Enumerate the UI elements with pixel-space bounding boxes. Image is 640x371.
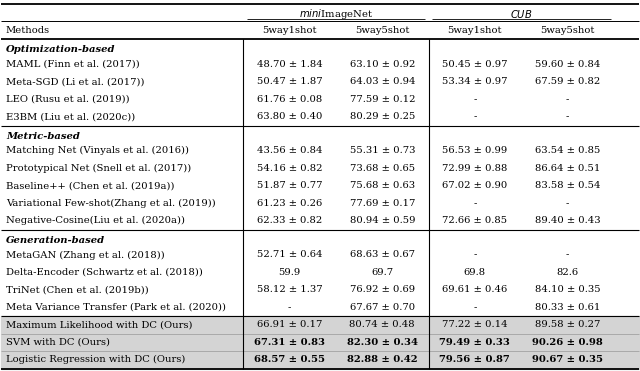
Text: 62.33 ± 0.82: 62.33 ± 0.82 <box>257 216 323 225</box>
Text: 82.30 ± 0.34: 82.30 ± 0.34 <box>347 338 418 347</box>
Text: 89.40 ± 0.43: 89.40 ± 0.43 <box>534 216 600 225</box>
Text: Generation-based: Generation-based <box>6 236 105 245</box>
Text: 77.22 ± 0.14: 77.22 ± 0.14 <box>442 321 508 329</box>
Text: 54.16 ± 0.82: 54.16 ± 0.82 <box>257 164 323 173</box>
Text: -: - <box>473 303 477 312</box>
Text: 5way1shot: 5way1shot <box>447 26 502 35</box>
Text: SVM with DC (Ours): SVM with DC (Ours) <box>6 338 110 347</box>
Text: 48.70 ± 1.84: 48.70 ± 1.84 <box>257 60 323 69</box>
Text: 53.34 ± 0.97: 53.34 ± 0.97 <box>442 77 508 86</box>
Text: 68.57 ± 0.55: 68.57 ± 0.55 <box>254 355 325 364</box>
Text: -: - <box>288 303 291 312</box>
Text: E3BM (Liu et al. (2020c)): E3BM (Liu et al. (2020c)) <box>6 112 135 121</box>
Text: 69.7: 69.7 <box>371 268 394 277</box>
Text: MetaGAN (Zhang et al. (2018)): MetaGAN (Zhang et al. (2018)) <box>6 250 164 260</box>
Text: 61.76 ± 0.08: 61.76 ± 0.08 <box>257 95 323 104</box>
Text: -: - <box>473 250 477 259</box>
Text: 61.23 ± 0.26: 61.23 ± 0.26 <box>257 199 323 208</box>
Text: 79.56 ± 0.87: 79.56 ± 0.87 <box>440 355 510 364</box>
Text: 67.67 ± 0.70: 67.67 ± 0.70 <box>349 303 415 312</box>
Text: Negative-Cosine(Liu et al. (2020a)): Negative-Cosine(Liu et al. (2020a)) <box>6 216 185 226</box>
Text: Metric-based: Metric-based <box>6 132 79 141</box>
Text: 50.45 ± 0.97: 50.45 ± 0.97 <box>442 60 508 69</box>
Text: 59.60 ± 0.84: 59.60 ± 0.84 <box>535 60 600 69</box>
Text: 72.99 ± 0.88: 72.99 ± 0.88 <box>442 164 508 173</box>
Text: 67.31 ± 0.83: 67.31 ± 0.83 <box>254 338 325 347</box>
Text: 72.66 ± 0.85: 72.66 ± 0.85 <box>442 216 508 225</box>
Text: 64.03 ± 0.94: 64.03 ± 0.94 <box>349 77 415 86</box>
Text: 90.67 ± 0.35: 90.67 ± 0.35 <box>532 355 603 364</box>
Text: Variational Few-shot(Zhang et al. (2019)): Variational Few-shot(Zhang et al. (2019)… <box>6 199 216 208</box>
Text: 79.49 ± 0.33: 79.49 ± 0.33 <box>440 338 510 347</box>
Text: 43.56 ± 0.84: 43.56 ± 0.84 <box>257 147 323 155</box>
Text: Baseline++ (Chen et al. (2019a)): Baseline++ (Chen et al. (2019a)) <box>6 181 174 190</box>
Text: -: - <box>566 112 569 121</box>
Bar <box>1 316 639 369</box>
Text: TriNet (Chen et al. (2019b)): TriNet (Chen et al. (2019b)) <box>6 285 148 295</box>
Text: 69.8: 69.8 <box>464 268 486 277</box>
Text: 80.29 ± 0.25: 80.29 ± 0.25 <box>349 112 415 121</box>
Text: -: - <box>566 95 569 104</box>
Text: 66.91 ± 0.17: 66.91 ± 0.17 <box>257 321 323 329</box>
Text: 73.68 ± 0.65: 73.68 ± 0.65 <box>349 164 415 173</box>
Text: MAML (Finn et al. (2017)): MAML (Finn et al. (2017)) <box>6 60 140 69</box>
Text: 69.61 ± 0.46: 69.61 ± 0.46 <box>442 285 508 295</box>
Text: 63.80 ± 0.40: 63.80 ± 0.40 <box>257 112 323 121</box>
Text: 67.59 ± 0.82: 67.59 ± 0.82 <box>535 77 600 86</box>
Text: 76.92 ± 0.69: 76.92 ± 0.69 <box>349 285 415 295</box>
Text: -: - <box>566 199 569 208</box>
Text: 56.53 ± 0.99: 56.53 ± 0.99 <box>442 147 508 155</box>
Text: -: - <box>473 199 477 208</box>
Text: 5way5shot: 5way5shot <box>540 26 595 35</box>
Text: $\mathit{CUB}$: $\mathit{CUB}$ <box>510 8 532 20</box>
Text: 80.94 ± 0.59: 80.94 ± 0.59 <box>349 216 415 225</box>
Text: 55.31 ± 0.73: 55.31 ± 0.73 <box>349 147 415 155</box>
Text: Logistic Regression with DC (Ours): Logistic Regression with DC (Ours) <box>6 355 185 364</box>
Text: -: - <box>473 95 477 104</box>
Text: Matching Net (Vinyals et al. (2016)): Matching Net (Vinyals et al. (2016)) <box>6 146 189 155</box>
Text: 63.10 ± 0.92: 63.10 ± 0.92 <box>349 60 415 69</box>
Text: 67.02 ± 0.90: 67.02 ± 0.90 <box>442 181 508 190</box>
Text: Meta-SGD (Li et al. (2017)): Meta-SGD (Li et al. (2017)) <box>6 77 144 86</box>
Text: 80.33 ± 0.61: 80.33 ± 0.61 <box>535 303 600 312</box>
Text: 5way1shot: 5way1shot <box>262 26 317 35</box>
Text: 50.47 ± 1.87: 50.47 ± 1.87 <box>257 77 323 86</box>
Text: 80.74 ± 0.48: 80.74 ± 0.48 <box>349 321 415 329</box>
Text: 51.87 ± 0.77: 51.87 ± 0.77 <box>257 181 323 190</box>
Text: Meta Variance Transfer (Park et al. (2020)): Meta Variance Transfer (Park et al. (202… <box>6 303 226 312</box>
Text: 83.58 ± 0.54: 83.58 ± 0.54 <box>534 181 600 190</box>
Text: 86.64 ± 0.51: 86.64 ± 0.51 <box>535 164 600 173</box>
Text: 58.12 ± 1.37: 58.12 ± 1.37 <box>257 285 323 295</box>
Text: 77.69 ± 0.17: 77.69 ± 0.17 <box>349 199 415 208</box>
Text: 52.71 ± 0.64: 52.71 ± 0.64 <box>257 250 323 259</box>
Text: $\mathit{mini}$ImageNet: $\mathit{mini}$ImageNet <box>299 7 373 21</box>
Text: Prototypical Net (Snell et al. (2017)): Prototypical Net (Snell et al. (2017)) <box>6 164 191 173</box>
Text: -: - <box>566 250 569 259</box>
Text: 82.6: 82.6 <box>556 268 579 277</box>
Text: 82.88 ± 0.42: 82.88 ± 0.42 <box>347 355 417 364</box>
Text: 5way5shot: 5way5shot <box>355 26 410 35</box>
Text: 63.54 ± 0.85: 63.54 ± 0.85 <box>535 147 600 155</box>
Text: Maximum Likelihood with DC (Ours): Maximum Likelihood with DC (Ours) <box>6 321 192 329</box>
Text: Optimization-based: Optimization-based <box>6 45 115 54</box>
Text: 75.68 ± 0.63: 75.68 ± 0.63 <box>349 181 415 190</box>
Text: 77.59 ± 0.12: 77.59 ± 0.12 <box>349 95 415 104</box>
Text: Delta-Encoder (Schwartz et al. (2018)): Delta-Encoder (Schwartz et al. (2018)) <box>6 268 203 277</box>
Text: -: - <box>473 112 477 121</box>
Text: LEO (Rusu et al. (2019)): LEO (Rusu et al. (2019)) <box>6 95 129 104</box>
Text: 89.58 ± 0.27: 89.58 ± 0.27 <box>535 321 600 329</box>
Text: 84.10 ± 0.35: 84.10 ± 0.35 <box>534 285 600 295</box>
Text: 90.26 ± 0.98: 90.26 ± 0.98 <box>532 338 603 347</box>
Text: 68.63 ± 0.67: 68.63 ± 0.67 <box>350 250 415 259</box>
Text: Methods: Methods <box>6 26 50 35</box>
Text: 59.9: 59.9 <box>278 268 301 277</box>
